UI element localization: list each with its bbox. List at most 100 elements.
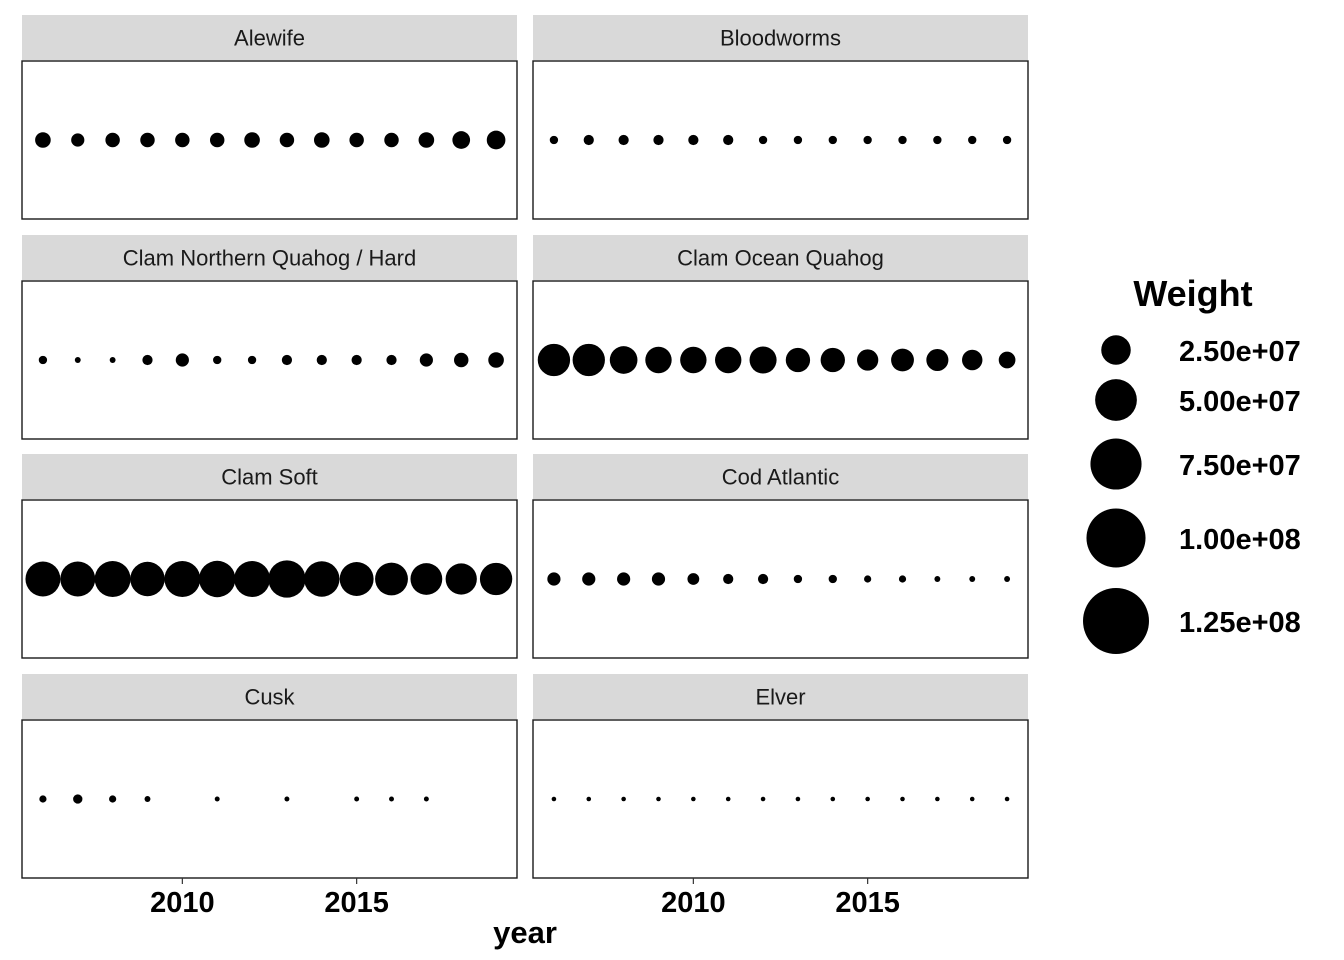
data-point [60,561,96,597]
facet-panel: Cod Atlantic [532,454,1029,659]
data-point [968,135,977,145]
x-tick-label: 2010 [150,887,215,919]
data-point [164,561,201,597]
data-point [758,135,768,145]
data-point [691,796,696,802]
data-point [863,135,872,145]
legend-keys: 2.50e+07 5.00e+07 7.50e+07 1.00e+08 1.25e+08 [1083,335,1301,654]
data-point [725,796,731,802]
data-point [94,561,131,597]
legend-key-label: 7.50e+07 [1179,450,1301,482]
data-point [142,354,153,366]
legend-key-label: 2.50e+07 [1179,336,1301,368]
data-point [213,355,222,365]
facet-strip [22,454,517,499]
data-point [793,574,803,584]
data-point [723,134,734,146]
data-point [586,796,592,802]
facet-label: Clam Ocean Quahog [677,246,884,271]
data-point [547,572,561,586]
data-point [105,132,120,148]
legend-key-circle [1086,508,1146,568]
facet-strip [22,15,517,60]
x-axis-title: year [493,915,557,950]
legend-key-circle [1090,438,1142,490]
legend-key-circle [1083,588,1149,654]
data-point [898,575,907,583]
legend-key-label: 1.25e+08 [1179,607,1301,639]
data-point [688,134,699,146]
data-point [486,130,506,150]
legend-key-circle [1101,335,1131,365]
data-point [175,132,190,148]
data-point [656,796,661,802]
facet-panel: Alewife [21,15,518,220]
data-point [617,572,631,586]
data-point [865,796,870,802]
data-point [998,351,1016,369]
data-point [898,135,907,145]
size-legend: Weight 2.50e+07 5.00e+07 7.50e+07 1.00e+08 1… [1083,273,1301,654]
legend-title: Weight [1133,273,1252,314]
data-point [723,573,734,585]
data-point [715,346,742,374]
facet-strip [533,235,1028,280]
data-point [479,562,513,596]
data-point [349,132,364,148]
data-point [891,348,914,372]
facet-panel: Bloodworms [532,15,1029,220]
x-tick-label: 2015 [835,887,900,919]
data-point [551,796,557,802]
data-point [209,132,225,148]
data-point [130,561,165,597]
facet-label: Alewife [234,26,305,51]
data-point [969,576,976,582]
data-point [645,346,672,374]
facet-label: Cod Atlantic [722,465,839,490]
facet-panel: Clam Northern Quahog / Hard [21,235,518,440]
data-point [175,353,189,367]
data-point [828,574,837,584]
data-point [74,357,81,363]
data-point [962,349,983,371]
data-point [109,357,116,363]
data-point [304,561,340,597]
facet-label: Clam Soft [221,465,318,490]
x-tick-label: 2015 [324,887,389,919]
data-point [583,134,594,146]
facet-panel: Clam Soft [21,454,518,659]
x-axes: 2010 2015 2010 2015 [150,878,900,919]
data-point [933,135,942,145]
data-point [109,795,117,803]
data-point [618,134,629,146]
data-point [140,132,155,148]
data-point [795,796,801,802]
data-point [820,347,845,373]
data-point [247,355,257,365]
data-point [900,796,905,802]
data-point [830,796,836,802]
data-point [386,354,397,366]
facet-strip [533,454,1028,499]
data-point [572,343,605,377]
facet-strip [22,674,517,719]
facet-label: Elver [755,685,805,710]
data-point [1004,576,1011,582]
facet-label: Clam Northern Quahog / Hard [123,246,416,271]
facet-panel: Clam Ocean Quahog [532,235,1029,440]
data-point [375,562,408,596]
facet-strip [533,15,1028,60]
data-point [234,561,271,597]
data-point [313,132,330,148]
plot-panel [532,499,1029,659]
data-point [214,796,220,802]
facet-panels: Alewife Bloodworms Clam Northern Quahog / … [21,15,1029,879]
facet-label: Bloodworms [720,26,841,51]
facet-label: Cusk [244,685,295,710]
plot-panel [21,719,518,879]
data-point [857,349,879,371]
data-point [384,132,399,148]
data-point [793,135,803,145]
data-point [281,354,293,366]
